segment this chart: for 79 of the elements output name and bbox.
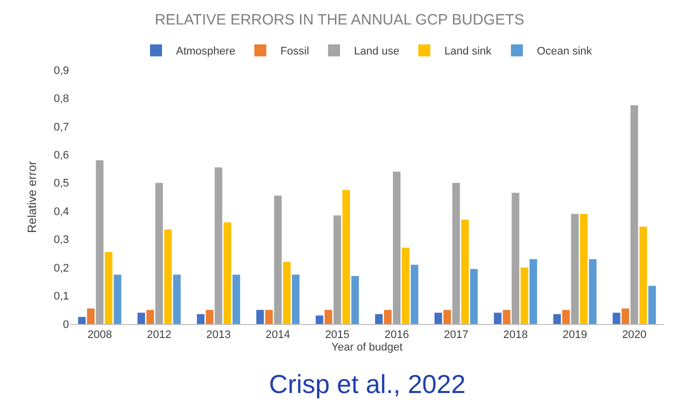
bar bbox=[622, 308, 630, 324]
bar bbox=[351, 276, 359, 324]
bar bbox=[562, 310, 570, 324]
bar bbox=[342, 190, 350, 324]
bar bbox=[283, 262, 291, 324]
y-tick-label: 0,5 bbox=[54, 178, 69, 190]
bar bbox=[648, 286, 656, 324]
bar bbox=[87, 308, 95, 324]
bar bbox=[196, 314, 204, 324]
y-tick-label: 0,3 bbox=[54, 234, 69, 246]
bar bbox=[224, 222, 232, 324]
chart-title: RELATIVE ERRORS IN THE ANNUAL GCP BUDGETS bbox=[154, 12, 524, 29]
x-tick-label: 2016 bbox=[384, 329, 409, 342]
bar bbox=[612, 312, 620, 324]
bar bbox=[104, 252, 112, 324]
x-tick-label: 2013 bbox=[206, 329, 231, 342]
y-axis-title: Relative error bbox=[25, 160, 39, 234]
bar bbox=[461, 220, 469, 324]
bar bbox=[164, 229, 172, 324]
legend-label: Ocean sink bbox=[536, 46, 592, 58]
legend-label: Fossil bbox=[280, 46, 310, 58]
bar bbox=[580, 214, 588, 324]
bar bbox=[232, 274, 240, 324]
bar bbox=[96, 160, 104, 324]
y-tick-label: 0,9 bbox=[54, 64, 69, 77]
bar bbox=[452, 182, 460, 324]
bar bbox=[256, 310, 264, 324]
y-tick-label: 0,4 bbox=[54, 206, 69, 218]
bar bbox=[334, 215, 342, 324]
y-tick-label: 0,1 bbox=[54, 290, 69, 303]
bar bbox=[114, 274, 122, 324]
bar bbox=[375, 314, 383, 324]
x-axis-title: Year of budget bbox=[331, 341, 403, 354]
bar bbox=[206, 310, 214, 324]
bar bbox=[392, 172, 400, 324]
bar bbox=[324, 310, 332, 324]
x-tick-label: 2015 bbox=[325, 329, 350, 342]
bar bbox=[494, 312, 502, 324]
x-tick-label: 2017 bbox=[444, 329, 468, 342]
y-tick-label: 0,8 bbox=[54, 93, 69, 106]
bar bbox=[502, 310, 510, 324]
bar bbox=[78, 316, 86, 324]
bar bbox=[265, 310, 273, 324]
text: Crisp et al., 2022 bbox=[269, 369, 466, 399]
bar bbox=[384, 310, 392, 324]
y-tick-label: 0,7 bbox=[54, 121, 69, 134]
bar bbox=[588, 259, 597, 324]
x-tick-label: 2020 bbox=[622, 329, 647, 342]
x-tick-label: 2014 bbox=[266, 329, 290, 342]
y-tick-label: 0,2 bbox=[54, 262, 69, 274]
legend-label: Atmosphere bbox=[176, 46, 236, 58]
bar bbox=[214, 167, 222, 324]
bar bbox=[402, 248, 410, 324]
y-tick-label: 0 bbox=[62, 318, 69, 331]
bar bbox=[530, 259, 538, 324]
bar bbox=[410, 264, 418, 324]
legend-label: Land sink bbox=[444, 46, 492, 58]
bar bbox=[173, 274, 181, 324]
bar bbox=[155, 182, 163, 324]
bar bbox=[639, 226, 647, 324]
bar bbox=[146, 310, 154, 324]
bar bbox=[512, 192, 520, 324]
bar bbox=[470, 268, 478, 324]
bar bbox=[137, 312, 146, 324]
x-tick-label: 2012 bbox=[146, 329, 172, 342]
bar bbox=[520, 268, 528, 324]
bar bbox=[274, 196, 282, 324]
bar bbox=[571, 214, 579, 324]
x-tick-label: 2008 bbox=[87, 329, 112, 342]
bar bbox=[434, 312, 442, 324]
x-tick-label: 2019 bbox=[562, 329, 588, 342]
legend-label: Land use bbox=[354, 46, 400, 58]
bar bbox=[630, 105, 638, 324]
bar bbox=[316, 316, 324, 324]
y-tick-label: 0,6 bbox=[54, 150, 69, 162]
bar bbox=[553, 314, 561, 324]
bar bbox=[443, 310, 451, 324]
bar bbox=[292, 274, 300, 324]
x-tick-label: 2018 bbox=[503, 329, 528, 342]
